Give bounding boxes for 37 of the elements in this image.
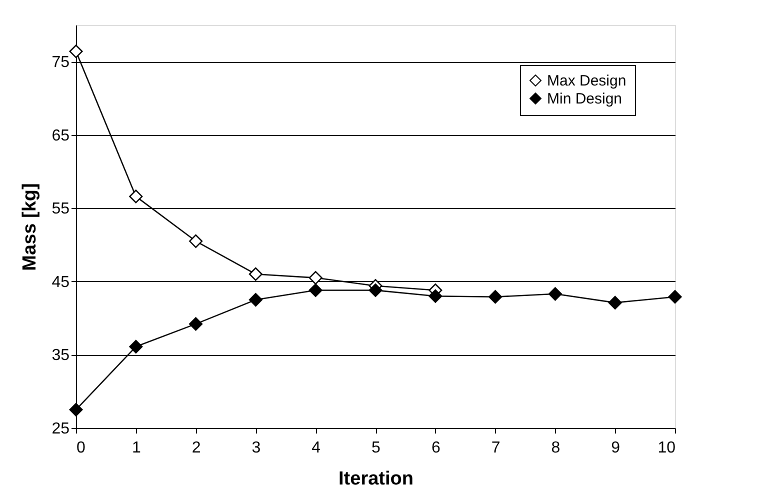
point <box>308 283 322 298</box>
point <box>308 271 322 285</box>
point <box>129 190 143 204</box>
point <box>488 290 502 304</box>
y-tick-label: 55 <box>52 200 70 218</box>
x-tick-label: 9 <box>611 440 620 456</box>
point <box>248 267 262 281</box>
x-tick-label: 0 <box>76 440 86 456</box>
x-tick-label: 1 <box>132 440 141 456</box>
y-tick-label: 75 <box>52 54 70 72</box>
point <box>548 287 562 301</box>
x-tick-label: 4 <box>312 440 321 456</box>
point <box>189 317 203 331</box>
legend-label: Min Design <box>547 90 622 108</box>
x-tick-label: 10 <box>658 440 676 456</box>
point <box>668 290 682 304</box>
x-axis-title: Iteration <box>338 468 414 490</box>
point <box>428 289 442 303</box>
x-tick-label: 7 <box>491 440 500 456</box>
point <box>129 340 143 354</box>
y-axis-title: Mass [kg] <box>20 183 41 271</box>
x-tick-label: 3 <box>252 440 261 456</box>
point <box>69 402 83 416</box>
y-tick-label: 35 <box>52 347 70 364</box>
point <box>608 296 622 310</box>
point <box>69 44 83 58</box>
point <box>368 283 382 298</box>
y-tick-label: 25 <box>52 420 70 438</box>
point <box>189 234 203 248</box>
legend-label: Max Design <box>547 72 626 90</box>
y-tick-label: 45 <box>52 274 70 291</box>
y-tick-label: 65 <box>52 127 70 144</box>
x-tick-label: 8 <box>551 440 560 456</box>
point <box>248 293 262 307</box>
x-tick-label: 5 <box>372 440 381 456</box>
x-tick-label: 2 <box>192 440 201 456</box>
x-tick-label: 6 <box>431 440 440 456</box>
